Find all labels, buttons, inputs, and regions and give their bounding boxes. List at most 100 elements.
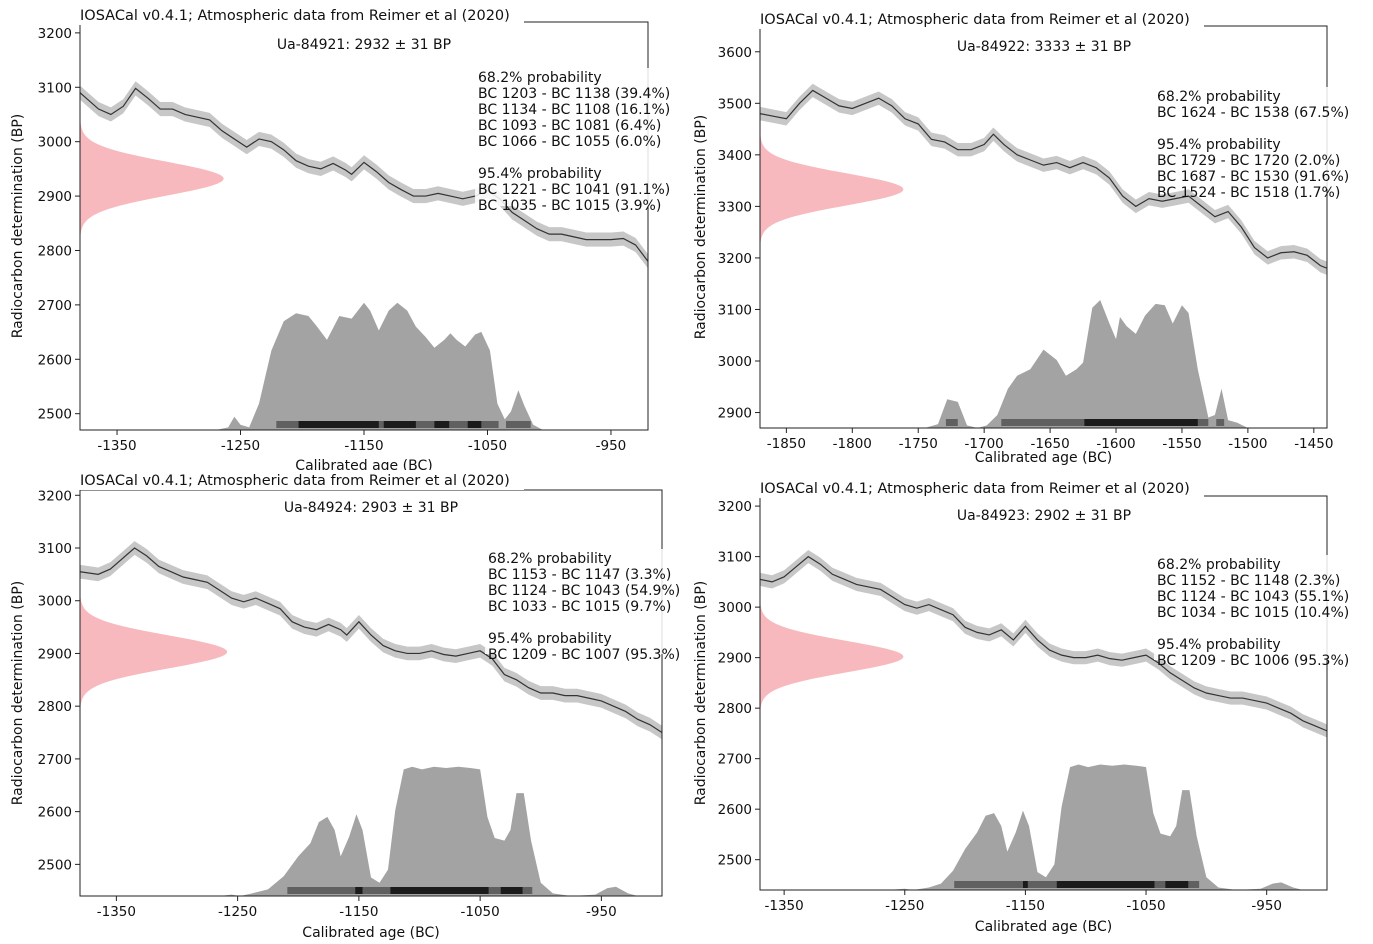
y-tick-label: 3100	[38, 541, 72, 557]
chart-svg: -1350 -1250 -1150 -1050 -950 2500 2600 2700 2800…	[10, 470, 690, 941]
x-tick-label: -1050	[461, 904, 500, 920]
annotation-line: BC 1152 - BC 1148 (2.3%)	[1157, 573, 1340, 589]
annotation-line: 68.2% probability	[478, 70, 602, 86]
annotation-line: BC 1221 - BC 1041 (91.1%)	[478, 182, 670, 198]
calibration-curve-line	[80, 547, 662, 734]
y-tick-label: 2800	[38, 243, 72, 259]
interval-68-bar	[1084, 419, 1198, 426]
y-tick-label: 2800	[718, 701, 752, 717]
y-tick-label: 3100	[718, 302, 752, 318]
determination-distribution	[760, 125, 904, 254]
determination-distribution	[760, 593, 904, 720]
interval-68-bar	[434, 421, 450, 428]
interval-68-bar	[1165, 881, 1189, 888]
interval-95-bar	[945, 419, 958, 426]
chart-svg: -1850 -1800 -1750 -1700 -1650 -1600 -1550 -1500…	[693, 9, 1359, 466]
y-tick-label: 3400	[718, 148, 752, 164]
y-tick-label: 2600	[38, 352, 72, 368]
annotation-line: BC 1729 - BC 1720 (2.0%)	[1157, 153, 1340, 169]
chart-svg: -1350 -1250 -1150 -1050 -950 2500 2600 2700 2800…	[10, 5, 677, 474]
calibration-plot-ua-84922: -1850 -1800 -1750 -1700 -1650 -1600 -1550 -1500…	[686, 0, 1373, 472]
annotation-line: BC 1524 - BC 1518 (1.7%)	[1157, 185, 1340, 201]
x-tick-label: -1500	[1228, 436, 1267, 452]
x-tick-label: -1600	[1096, 436, 1135, 452]
calibration-curve-band	[80, 541, 662, 740]
x-axis-label: Calibrated age (BC)	[302, 925, 439, 941]
y-tick-label: 3000	[718, 600, 752, 616]
annotation-line: BC 1066 - BC 1055 (6.0%)	[478, 134, 661, 150]
x-tick-label: -1250	[221, 438, 260, 454]
y-axis-label: Radiocarbon determination (BP)	[693, 581, 709, 805]
annotation-line: BC 1203 - BC 1138 (39.4%)	[478, 86, 670, 102]
plot-title: Ua-84923: 2902 ± 31 BP	[957, 508, 1131, 524]
annotation-line: 95.4% probability	[478, 166, 602, 182]
header-bg	[758, 9, 1204, 29]
annotation-line: BC 1035 - BC 1015 (3.9%)	[478, 198, 661, 214]
y-tick-label: 2900	[718, 651, 752, 667]
annotation-line: BC 1124 - BC 1043 (55.1%)	[1157, 589, 1349, 605]
x-tick-label: -1450	[1294, 436, 1333, 452]
x-tick-label: -1550	[1162, 436, 1201, 452]
y-tick-label: 3000	[38, 594, 72, 610]
x-tick-label: -1350	[97, 438, 136, 454]
interval-68-bar	[1022, 881, 1028, 888]
x-tick-label: -1150	[1006, 898, 1045, 914]
calibrated-distribution	[924, 299, 1248, 428]
calibrated-distribution	[886, 764, 1303, 890]
x-tick-label: -950	[596, 438, 627, 454]
annotation-line: 95.4% probability	[1157, 637, 1281, 653]
header-bg	[78, 5, 524, 25]
y-tick-label: 3000	[718, 354, 752, 370]
y-tick-label: 3300	[718, 199, 752, 215]
annotation-line: BC 1687 - BC 1530 (91.6%)	[1157, 169, 1349, 185]
interval-68-bar	[467, 421, 482, 428]
annotation-box	[1154, 555, 1359, 660]
x-tick-label: -1250	[885, 898, 924, 914]
annotation-box	[1154, 87, 1359, 189]
interval-68-bar	[383, 421, 416, 428]
x-tick-label: -1850	[767, 436, 806, 452]
annotation-line: BC 1134 - BC 1108 (16.1%)	[478, 102, 670, 118]
header-bg	[758, 478, 1204, 498]
calibration-plot-ua-84921: -1350 -1250 -1150 -1050 -950 2500 2600 2700 2800…	[0, 0, 686, 474]
calibration-curve-line	[80, 87, 648, 262]
x-tick-label: -1250	[218, 904, 257, 920]
annotation-line: 68.2% probability	[1157, 89, 1281, 105]
interval-68-bar	[500, 887, 523, 894]
y-tick-label: 3100	[718, 550, 752, 566]
interval-95-bar	[506, 421, 531, 428]
y-tick-label: 3200	[718, 251, 752, 267]
y-tick-label: 2700	[38, 752, 72, 768]
chart-svg: -1350 -1250 -1150 -1050 -950 2500 2600 2700 2800…	[693, 478, 1359, 935]
plot-area	[760, 550, 1327, 890]
y-tick-label: 3200	[38, 26, 72, 42]
x-axis-label: Calibrated age (BC)	[975, 919, 1112, 935]
y-axis-label: Radiocarbon determination (BP)	[693, 115, 709, 339]
y-tick-label: 3200	[38, 488, 72, 504]
y-tick-label: 2900	[718, 406, 752, 422]
calibration-curve-band	[760, 550, 1327, 738]
plot-header: IOSACal v0.4.1; Atmospheric data from Re…	[80, 8, 510, 24]
x-tick-label: -1050	[468, 438, 507, 454]
annotation-line: 95.4% probability	[1157, 137, 1281, 153]
x-tick-label: -1350	[97, 904, 136, 920]
x-tick-label: -1050	[1126, 898, 1165, 914]
annotation-line: BC 1209 - BC 1007 (95.3%)	[488, 647, 680, 663]
plot-area	[80, 541, 662, 896]
y-axis-label: Radiocarbon determination (BP)	[10, 114, 26, 338]
plot-header: IOSACal v0.4.1; Atmospheric data from Re…	[760, 12, 1190, 28]
y-tick-label: 2900	[38, 189, 72, 205]
y-tick-label: 3200	[718, 499, 752, 515]
calibration-curve-line	[760, 555, 1327, 732]
plot-title: Ua-84922: 3333 ± 31 BP	[957, 39, 1131, 55]
annotation-line: 95.4% probability	[488, 631, 612, 647]
annotation-box	[485, 549, 690, 654]
plot-header: IOSACal v0.4.1; Atmospheric data from Re…	[80, 473, 510, 489]
y-tick-label: 2500	[718, 853, 752, 869]
annotation-line: BC 1124 - BC 1043 (54.9%)	[488, 583, 680, 599]
header-bg	[78, 470, 524, 490]
plot-header: IOSACal v0.4.1; Atmospheric data from Re…	[760, 481, 1190, 497]
annotation-line: BC 1624 - BC 1538 (67.5%)	[1157, 105, 1349, 121]
y-tick-label: 2700	[718, 752, 752, 768]
annotation-line: BC 1153 - BC 1147 (3.3%)	[488, 567, 671, 583]
